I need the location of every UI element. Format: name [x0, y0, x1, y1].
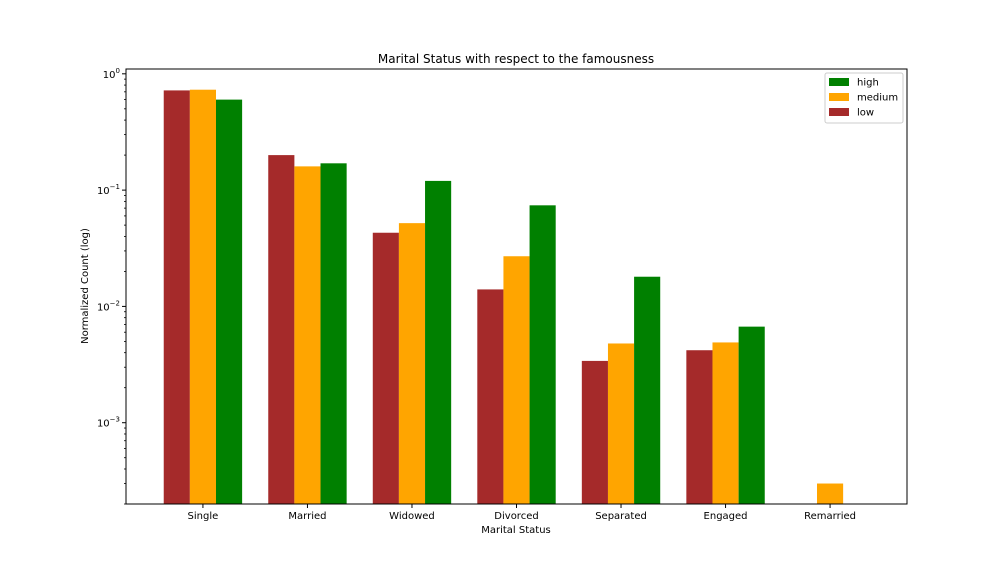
y-axis: 10−3 10−2 10−1 100 — [97, 67, 126, 505]
x-tick-label-widowed: Widowed — [389, 511, 435, 522]
legend-swatch-high — [829, 78, 849, 86]
x-tick-label-engaged: Engaged — [704, 511, 748, 522]
bar-low-separated — [581, 360, 608, 504]
x-axis-label: Marital Status — [481, 525, 551, 536]
y-tick-label: 10−1 — [97, 183, 120, 197]
bar-low-widowed — [372, 232, 399, 504]
bar-high-widowed — [425, 180, 452, 504]
legend-swatch-low — [829, 108, 849, 116]
bar-low-single — [163, 90, 190, 504]
bar-medium-engaged — [712, 342, 739, 504]
x-axis: Single Married Widowed Divorced Separated Eng… — [188, 504, 856, 522]
x-tick-label-remarried: Remarried — [804, 511, 856, 522]
bar-medium-single — [189, 89, 216, 504]
bar-medium-widowed — [398, 223, 426, 504]
bar-low-divorced — [477, 289, 504, 504]
x-tick-label-married: Married — [288, 511, 326, 522]
x-tick-label-divorced: Divorced — [494, 511, 538, 522]
bar-medium-remarried — [817, 483, 844, 504]
y-tick-label: 10−3 — [97, 416, 120, 430]
legend-label-high: high — [857, 78, 879, 89]
bar-medium-separated — [607, 343, 635, 504]
bar-low-engaged — [686, 350, 713, 504]
y-tick-label: 100 — [103, 67, 120, 81]
legend: high medium low — [824, 72, 904, 124]
bar-low-married — [268, 155, 295, 505]
x-tick-label-separated: Separated — [595, 511, 647, 522]
chart-title: Marital Status with respect to the famou… — [378, 52, 654, 66]
x-tick-label-single: Single — [188, 511, 219, 522]
bar-medium-married — [294, 166, 321, 504]
bar-high-married — [320, 163, 347, 504]
y-tick-label: 10−2 — [97, 299, 120, 313]
bar-medium-divorced — [503, 256, 530, 504]
bar-high-engaged — [738, 326, 765, 504]
bar-high-single — [215, 99, 243, 504]
legend-label-low: low — [857, 108, 874, 119]
bars-group — [163, 89, 844, 505]
legend-swatch-medium — [829, 93, 849, 101]
y-axis-label: Normalized Count (log) — [80, 228, 91, 344]
bar-high-divorced — [529, 205, 556, 504]
legend-label-medium: medium — [857, 93, 898, 104]
bar-high-separated — [634, 276, 661, 504]
